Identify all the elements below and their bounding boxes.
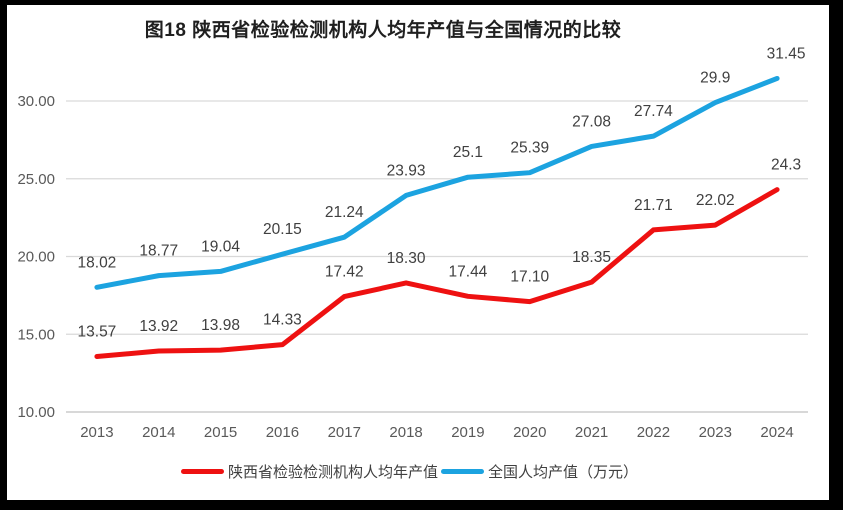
- y-tick-label: 15.00: [17, 326, 55, 343]
- y-tick-label: 20.00: [17, 249, 55, 266]
- data-label: 13.98: [201, 317, 240, 334]
- x-tick-label: 2014: [142, 424, 175, 441]
- x-tick-label: 2019: [451, 424, 484, 441]
- data-label: 17.44: [449, 263, 488, 280]
- y-tick-label: 30.00: [17, 93, 55, 110]
- legend-swatch-red-line: [180, 468, 224, 474]
- data-label: 17.10: [510, 269, 549, 286]
- data-label: 13.92: [139, 318, 178, 335]
- data-label: 22.02: [696, 192, 735, 209]
- data-label: 17.42: [325, 264, 364, 281]
- y-tick-label: 25.00: [17, 171, 55, 188]
- series-line-0: [94, 187, 780, 359]
- x-tick-label: 2021: [575, 424, 608, 441]
- data-label: 18.77: [139, 243, 178, 260]
- data-label: 27.74: [634, 103, 673, 120]
- x-tick-label: 2018: [389, 424, 422, 441]
- x-tick-label: 2017: [328, 424, 361, 441]
- data-label: 29.9: [700, 70, 730, 87]
- x-tick-label: 2016: [266, 424, 299, 441]
- data-label: 21.71: [634, 197, 673, 214]
- x-tick-label: 2023: [699, 424, 732, 441]
- data-label: 23.93: [387, 162, 426, 179]
- data-label: 18.02: [78, 254, 117, 271]
- chart-title: 图18 陕西省检验检测机构人均年产值与全国情况的比较: [144, 20, 622, 41]
- legend-item-national: 全国人均产值（万元）: [441, 461, 638, 482]
- x-tick-label: 2015: [204, 424, 237, 441]
- data-label: 13.57: [78, 323, 117, 340]
- data-label: 18.35: [572, 249, 611, 266]
- legend-item-shaanxi: 陕西省检验检测机构人均年产值: [180, 461, 438, 482]
- data-label: 24.3: [771, 157, 801, 174]
- data-label: 25.39: [510, 140, 549, 157]
- x-tick-label: 2022: [637, 424, 670, 441]
- series-line-1: [94, 75, 780, 290]
- x-tick-label: 2020: [513, 424, 546, 441]
- legend-swatch-blue-line: [441, 468, 484, 474]
- data-label: 14.33: [263, 312, 302, 329]
- y-tick-label: 10.00: [17, 404, 55, 421]
- data-label: 31.45: [767, 45, 806, 62]
- data-label: 18.30: [387, 250, 426, 267]
- data-label: 19.04: [201, 238, 240, 255]
- data-label: 25.1: [453, 144, 483, 161]
- data-label: 20.15: [263, 221, 302, 238]
- data-label: 21.24: [325, 204, 364, 221]
- legend: 陕西省检验检测机构人均年产值 全国人均产值（万元）: [0, 461, 819, 481]
- x-tick-label: 2024: [760, 424, 793, 441]
- data-label: 27.08: [572, 113, 611, 130]
- legend-label-shaanxi: 陕西省检验检测机构人均年产值: [227, 463, 438, 481]
- x-tick-label: 2013: [80, 424, 113, 441]
- legend-label-national: 全国人均产值（万元）: [488, 463, 639, 481]
